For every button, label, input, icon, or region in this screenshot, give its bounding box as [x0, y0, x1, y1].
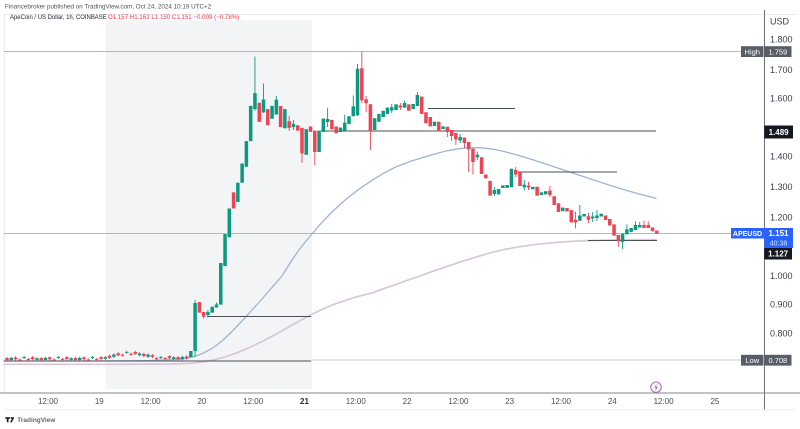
svg-text:25: 25: [710, 397, 719, 406]
svg-text:1.400: 1.400: [770, 151, 793, 161]
svg-text:19: 19: [95, 397, 104, 406]
svg-text:12:00: 12:00: [141, 397, 162, 406]
svg-text:1.700: 1.700: [770, 65, 793, 75]
svg-text:1.489: 1.489: [769, 128, 790, 137]
svg-text:1.000: 1.000: [770, 271, 793, 281]
svg-text:ApeCoin / US Dollar, 1h, COINB: ApeCoin / US Dollar, 1h, COINBASE: [10, 15, 107, 21]
svg-text:1.759: 1.759: [768, 47, 787, 56]
svg-text:1.800: 1.800: [770, 35, 793, 45]
svg-text:1.200: 1.200: [770, 212, 793, 222]
svg-text:21: 21: [300, 397, 309, 406]
svg-text:0.800: 0.800: [770, 328, 793, 338]
svg-text:1.300: 1.300: [770, 182, 793, 192]
svg-text:40:38: 40:38: [770, 240, 788, 247]
svg-text:USD: USD: [770, 17, 790, 27]
svg-text:12:00: 12:00: [448, 397, 469, 406]
svg-text:12:00: 12:00: [243, 397, 264, 406]
svg-text:24: 24: [608, 397, 617, 406]
svg-text:12:00: 12:00: [38, 397, 59, 406]
svg-text:12:00: 12:00: [654, 397, 675, 406]
svg-text:TradingView: TradingView: [17, 417, 55, 424]
svg-text:12:00: 12:00: [551, 397, 572, 406]
svg-text:1.151: 1.151: [768, 229, 789, 238]
svg-text:High: High: [745, 47, 760, 56]
svg-text:22: 22: [403, 397, 412, 406]
svg-text:Financebroker published on Tra: Financebroker published on TradingView.c…: [5, 4, 212, 11]
svg-text:1.127: 1.127: [768, 250, 789, 259]
svg-text:APEUSD: APEUSD: [733, 231, 762, 238]
svg-text:1.600: 1.600: [770, 94, 793, 104]
svg-text:Low: Low: [745, 356, 759, 365]
svg-text:O1.157 H1.162 L1.150 C1.151 −0: O1.157 H1.162 L1.150 C1.151 −0.009 (−0.7…: [108, 15, 239, 21]
svg-text:0.708: 0.708: [768, 356, 787, 365]
svg-text:12:00: 12:00: [346, 397, 367, 406]
svg-text:23: 23: [505, 397, 514, 406]
svg-text:0.900: 0.900: [770, 300, 793, 310]
svg-text:20: 20: [197, 397, 206, 406]
